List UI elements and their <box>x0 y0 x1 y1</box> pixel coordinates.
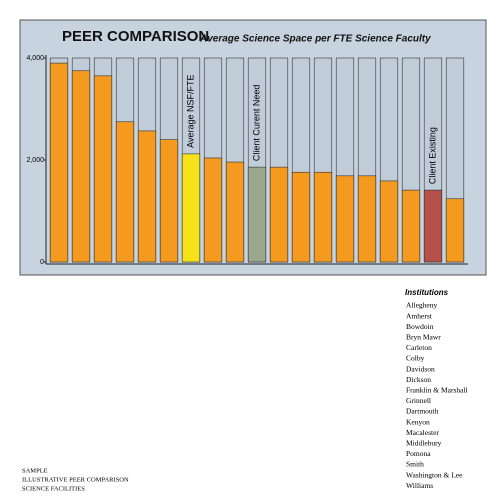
legend-item: Pomona <box>406 449 431 458</box>
bar <box>335 175 355 263</box>
bar <box>401 189 421 263</box>
bar <box>445 198 465 263</box>
bar-label: Client Curent Need <box>251 85 261 162</box>
footer-line: SAMPLE <box>22 467 48 474</box>
bar <box>357 175 377 263</box>
legend-item: Colby <box>406 354 425 363</box>
chart-subtitle: Average Science Space per FTE Science Fa… <box>199 34 431 45</box>
legend-item: Bowdoin <box>406 322 434 331</box>
bar <box>269 166 289 263</box>
bar <box>159 139 179 263</box>
legend-item: Davidson <box>406 364 435 373</box>
y-tick-label: 0 <box>40 259 44 266</box>
legend-item: Kenyon <box>406 417 430 426</box>
legend-title: Institutions <box>405 288 449 297</box>
y-tick-label: 2,000 <box>26 157 44 164</box>
bar-label: Client Existing <box>427 127 437 184</box>
legend-item: Amherst <box>406 311 433 320</box>
bar <box>203 157 223 263</box>
legend-item: Bryn Mawr <box>406 333 441 342</box>
bar <box>423 189 443 263</box>
bar-label: Average NSF/FTE <box>185 75 195 148</box>
y-tick-label: 4,000 <box>26 55 44 62</box>
legend-item: Middlebury <box>406 439 442 448</box>
bar <box>313 171 333 263</box>
legend-item: Washington & Lee <box>406 470 463 479</box>
legend-item: Williams <box>406 481 433 490</box>
legend-item: Smith <box>406 460 424 469</box>
bar <box>291 171 311 263</box>
legend-item: Macalester <box>406 428 439 437</box>
legend-item: Dickson <box>406 375 431 384</box>
bar <box>137 130 157 263</box>
bar <box>49 62 69 263</box>
bar <box>93 75 113 263</box>
bar <box>181 153 201 263</box>
legend-item: Dartmouth <box>406 407 439 416</box>
bar <box>379 180 399 263</box>
footer-line: ILLUSTRATIVE PEER COMPARISON <box>22 476 129 483</box>
legend-item: Grinnell <box>406 396 431 405</box>
legend-item: Carleton <box>406 343 432 352</box>
footer-line: SCIENCE FACILITIES <box>22 485 85 492</box>
bar <box>247 166 267 263</box>
chart-title: PEER COMPARISON <box>62 28 209 45</box>
legend-item: Franklin & Marshall <box>406 386 468 395</box>
legend-item: Allegheny <box>406 301 437 310</box>
bar <box>71 70 91 263</box>
bar <box>115 121 135 263</box>
bar <box>225 161 245 263</box>
